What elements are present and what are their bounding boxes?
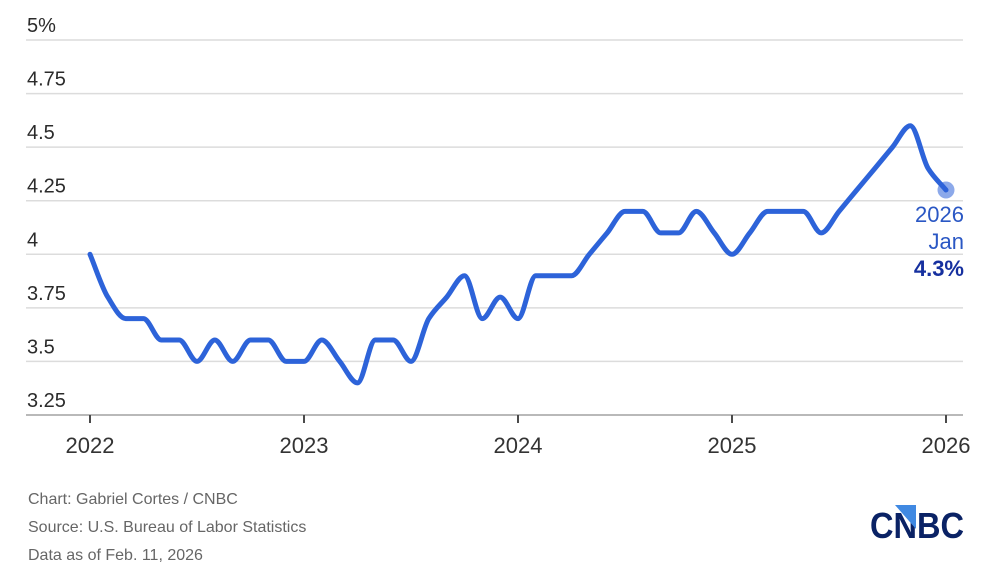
data-as-of: Data as of Feb. 11, 2026: [28, 547, 203, 564]
annotation-month: Jan: [928, 229, 964, 254]
x-tick-label: 2022: [66, 433, 115, 458]
unemployment-rate-line: [87, 123, 949, 386]
x-tick-label: 2026: [922, 433, 971, 458]
data-source: Source: U.S. Bureau of Labor Statistics: [28, 519, 307, 536]
x-tick-label: 2023: [280, 433, 329, 458]
y-tick-label: 4.75: [27, 69, 66, 91]
footer-credits: Chart: Gabriel Cortes / CNBC Source: U.S…: [28, 486, 306, 564]
x-axis-labels: 2022 2023 2024 2025 2026: [66, 433, 971, 458]
x-axis-ticks: [89, 415, 947, 423]
y-tick-label: 4: [27, 229, 38, 251]
x-tick-label: 2024: [494, 433, 543, 458]
cnbc-logo: CNBC: [870, 505, 964, 546]
y-tick-label: 4.5: [27, 122, 55, 144]
y-tick-label: 4.25: [27, 176, 66, 198]
y-tick-label: 3.25: [27, 390, 66, 412]
chart-credit: Chart: Gabriel Cortes / CNBC: [28, 491, 238, 508]
annotation-year: 2026: [915, 202, 964, 227]
cnbc-logo-text: CNBC: [870, 505, 964, 546]
y-tick-label: 3.5: [27, 336, 55, 358]
y-tick-label: 5%: [27, 15, 56, 37]
gridlines: [26, 39, 963, 416]
x-tick-label: 2025: [708, 433, 757, 458]
latest-data-point-dot: [937, 181, 955, 199]
latest-value-annotation: 2026 Jan 4.3%: [914, 201, 964, 282]
y-tick-label: 3.75: [27, 283, 66, 305]
cnbc-peacock-triangle-icon: [895, 505, 916, 529]
annotation-value: 4.3%: [913, 256, 964, 281]
y-axis-labels: 5% 4.75 4.5 4.25 4 3.75 3.5 3.25: [27, 15, 66, 412]
